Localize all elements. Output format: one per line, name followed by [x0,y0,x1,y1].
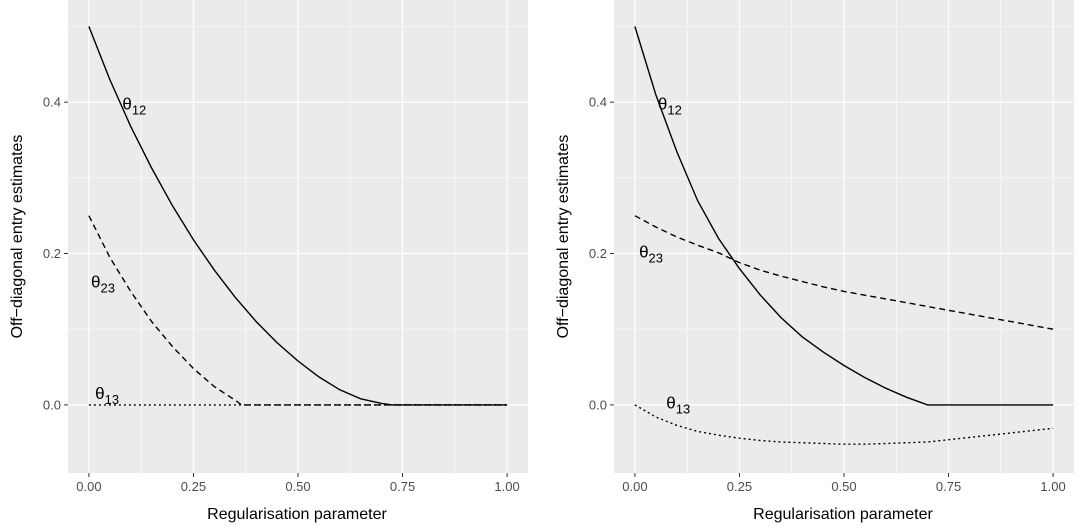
y-tick-label: 0.2 [589,246,607,261]
x-tick-label: 1.00 [1040,479,1065,494]
x-tick-label: 0.25 [727,479,752,494]
y-axis-title: Off−diagonal entry estimates [555,135,572,339]
series-label-theta12: θ12 [122,95,146,118]
x-tick-label: 0.75 [390,479,415,494]
series-line-theta23 [634,215,1054,330]
x-tick-label: 0.25 [181,479,206,494]
x-tick-label: 0.00 [76,479,101,494]
series-label-theta12: θ12 [658,95,682,118]
series-label-theta13: θ13 [95,384,119,407]
x-tick-label: 0.50 [831,479,856,494]
series-label-theta23: θ23 [91,273,115,296]
x-tick-label: 1.00 [494,479,519,494]
x-tick-label: 0.50 [285,479,310,494]
y-tick-label: 0.4 [589,95,607,110]
y-tick-label: 0.0 [589,397,607,412]
y-tick-label: 0.2 [43,246,61,261]
series-line-theta12 [634,26,1054,406]
panel-1: 0.00 0.25 0.50 0.75 1.00 0.0 0.2 0.4 θ12 θ23 θ13 Re… [9,0,528,523]
y-tick-label: 0.0 [43,397,61,412]
panel-2: 0.00 0.25 0.50 0.75 1.00 0.0 0.2 0.4 θ12 θ23 θ13 Re… [555,0,1074,523]
y-axis-title: Off−diagonal entry estimates [9,135,26,339]
x-axis-title: Regularisation parameter [753,506,933,523]
series-label-theta13: θ13 [666,394,690,417]
x-tick-label: 0.00 [622,479,647,494]
series-label-theta23: θ23 [639,242,663,265]
y-tick-label: 0.4 [43,95,61,110]
x-axis-title: Regularisation parameter [207,506,387,523]
series-line-theta12 [88,26,508,406]
series-line-theta13 [634,404,1054,445]
x-tick-label: 0.75 [936,479,961,494]
